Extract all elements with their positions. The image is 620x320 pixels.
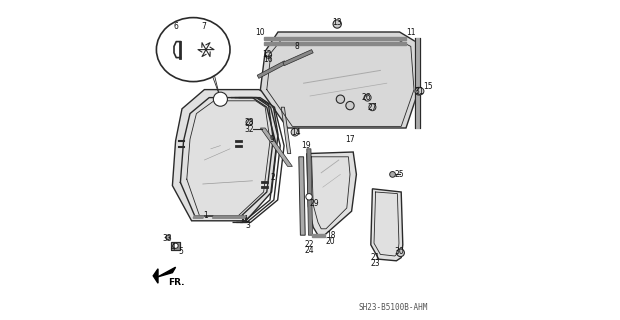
- Circle shape: [333, 20, 342, 28]
- Text: 14: 14: [291, 128, 301, 137]
- Text: 20: 20: [326, 237, 335, 246]
- Polygon shape: [257, 61, 286, 78]
- Text: 4: 4: [170, 243, 175, 252]
- Text: 22: 22: [304, 240, 314, 249]
- Polygon shape: [371, 189, 403, 261]
- Polygon shape: [307, 152, 356, 235]
- Text: 30: 30: [395, 247, 404, 256]
- Polygon shape: [193, 216, 204, 218]
- Polygon shape: [312, 234, 325, 237]
- Circle shape: [390, 172, 396, 177]
- Text: 12: 12: [262, 50, 272, 59]
- Circle shape: [306, 194, 312, 200]
- Circle shape: [246, 119, 252, 125]
- Text: 17: 17: [345, 135, 355, 144]
- Text: 21: 21: [371, 253, 380, 262]
- Polygon shape: [170, 242, 180, 250]
- Text: 31: 31: [414, 87, 423, 96]
- Circle shape: [166, 235, 170, 240]
- Text: 32: 32: [244, 125, 254, 134]
- Circle shape: [265, 52, 272, 58]
- Polygon shape: [281, 107, 291, 154]
- Polygon shape: [260, 32, 418, 128]
- Circle shape: [173, 243, 178, 248]
- Text: 5: 5: [179, 247, 184, 256]
- Text: 7: 7: [202, 22, 206, 31]
- Polygon shape: [213, 216, 246, 218]
- Text: FR.: FR.: [169, 278, 185, 287]
- Circle shape: [291, 128, 299, 136]
- Polygon shape: [172, 90, 278, 221]
- Ellipse shape: [156, 18, 230, 82]
- Circle shape: [336, 95, 345, 103]
- Text: 15: 15: [423, 82, 433, 91]
- Text: 1: 1: [203, 212, 208, 220]
- Text: 23: 23: [371, 259, 381, 268]
- Circle shape: [369, 104, 376, 111]
- Text: 3: 3: [245, 221, 250, 230]
- Circle shape: [415, 87, 423, 95]
- Text: 9: 9: [269, 135, 274, 144]
- Circle shape: [346, 101, 354, 110]
- Circle shape: [364, 94, 371, 101]
- Text: 13: 13: [332, 18, 342, 27]
- Text: 11: 11: [406, 28, 415, 36]
- Polygon shape: [283, 50, 313, 66]
- Text: SH23-B5100B-AHM: SH23-B5100B-AHM: [358, 303, 428, 312]
- Text: 26: 26: [361, 93, 371, 102]
- Circle shape: [417, 88, 424, 95]
- Polygon shape: [299, 157, 305, 235]
- Text: 28: 28: [244, 118, 254, 127]
- Text: 19: 19: [301, 141, 311, 150]
- Polygon shape: [260, 128, 293, 166]
- Text: 2: 2: [271, 173, 275, 182]
- Polygon shape: [307, 149, 312, 235]
- Polygon shape: [153, 269, 158, 283]
- Text: 29: 29: [310, 199, 320, 208]
- Text: 16: 16: [264, 55, 273, 64]
- Text: 33: 33: [162, 234, 172, 243]
- Polygon shape: [264, 37, 406, 40]
- Text: 25: 25: [395, 170, 404, 179]
- Text: 27: 27: [368, 103, 377, 112]
- Text: 6: 6: [174, 22, 179, 31]
- Text: 8: 8: [295, 42, 299, 51]
- Polygon shape: [415, 38, 420, 128]
- Polygon shape: [158, 267, 175, 277]
- Text: 10: 10: [255, 28, 265, 36]
- Circle shape: [213, 92, 228, 106]
- Circle shape: [397, 249, 404, 257]
- Polygon shape: [264, 42, 406, 45]
- Text: 18: 18: [326, 231, 335, 240]
- Text: 24: 24: [304, 246, 314, 255]
